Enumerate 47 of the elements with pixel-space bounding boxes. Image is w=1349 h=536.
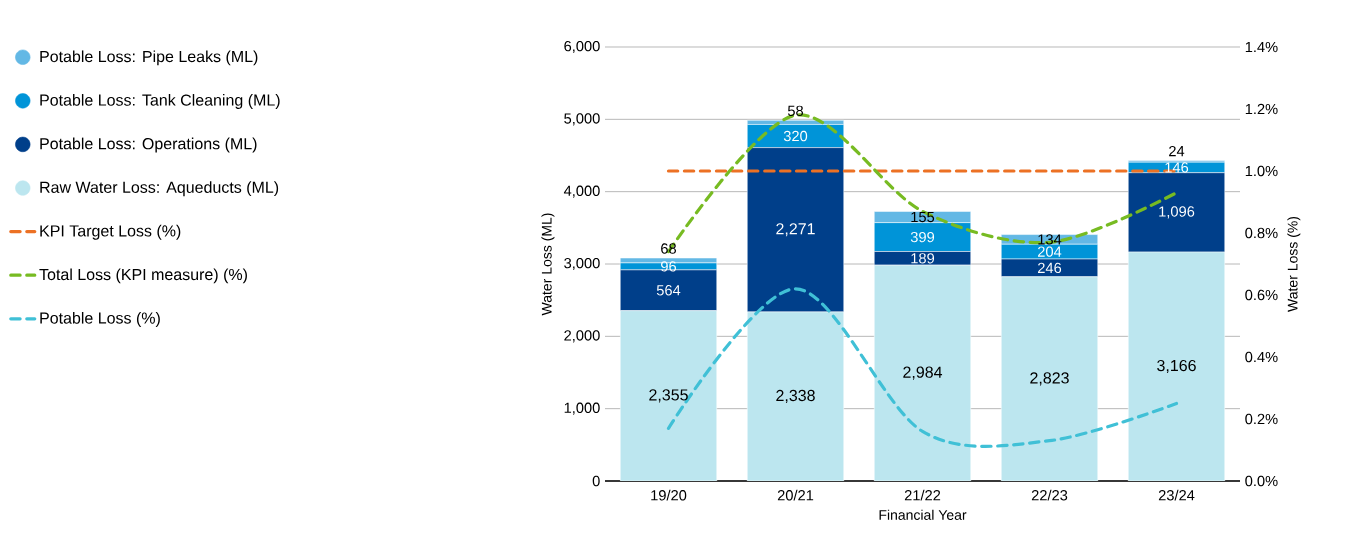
- data-label: 2,355: [649, 389, 688, 403]
- data-label: 58: [787, 105, 804, 117]
- y-tick-label: 1,000: [564, 402, 600, 415]
- legend-label: Potable Loss: Pipe Leaks (ML): [40, 50, 258, 66]
- y2-tick-label: 1.2%: [1245, 103, 1278, 115]
- y-axis-title: Water Loss (ML): [541, 213, 555, 316]
- data-label: 2,823: [1030, 372, 1069, 386]
- legend-label: Potable Loss: Tank Cleaning (ML): [40, 94, 280, 109]
- y2-tick-label: 0.8%: [1245, 227, 1278, 239]
- data-label: 399: [910, 231, 935, 243]
- x-tick-label: 20/21: [777, 489, 814, 501]
- y2-tick-label: 0.6%: [1245, 289, 1278, 301]
- x-tick-label: 19/20: [651, 489, 687, 501]
- data-label: 2,338: [776, 389, 815, 404]
- data-label: 2,984: [903, 366, 943, 380]
- data-label: 3,166: [1157, 359, 1196, 374]
- data-label: 1,096: [1159, 206, 1195, 219]
- data-label: 146: [1165, 162, 1189, 173]
- legend-label: Potable Loss: Operations (ML): [40, 137, 257, 153]
- data-label: 320: [783, 130, 808, 142]
- y2-tick-label: 0.4%: [1245, 351, 1278, 363]
- data-label: 24: [1169, 145, 1185, 157]
- data-label: 246: [1038, 262, 1062, 274]
- y2-tick-label: 1.4%: [1245, 41, 1278, 53]
- data-label: 204: [1038, 246, 1062, 257]
- y-tick-label: 2,000: [564, 330, 600, 343]
- y2-axis-title: Water Loss (%): [1287, 216, 1301, 312]
- legend-label: Raw Water Loss: Aqueducts (ML): [40, 181, 279, 197]
- x-tick-label: 23/24: [1158, 489, 1195, 501]
- data-label: 564: [656, 285, 681, 296]
- data-label: 2,271: [776, 223, 815, 237]
- x-tick-label: 21/22: [904, 489, 941, 501]
- y-tick-label: 4,000: [563, 185, 600, 198]
- legend-label: Potable Loss (%): [40, 312, 160, 327]
- y-tick-label: 6,000: [564, 40, 600, 54]
- y-tick-label: 0: [592, 475, 600, 487]
- data-label: 189: [911, 253, 935, 264]
- y2-tick-label: 0.0%: [1245, 475, 1278, 487]
- legend-label: KPI Target Loss (%): [40, 224, 181, 240]
- y-tick-label: 3,000: [564, 257, 600, 271]
- y-tick-label: 5,000: [564, 113, 600, 126]
- x-axis-title: Financial Year: [879, 509, 967, 520]
- data-label: 155: [911, 211, 935, 223]
- x-tick-label: 22/23: [1031, 489, 1068, 501]
- y2-tick-label: 1.0%: [1245, 165, 1278, 177]
- legend-label: Total Loss (KPI measure) (%): [39, 268, 247, 284]
- y2-tick-label: 0.2%: [1245, 413, 1278, 425]
